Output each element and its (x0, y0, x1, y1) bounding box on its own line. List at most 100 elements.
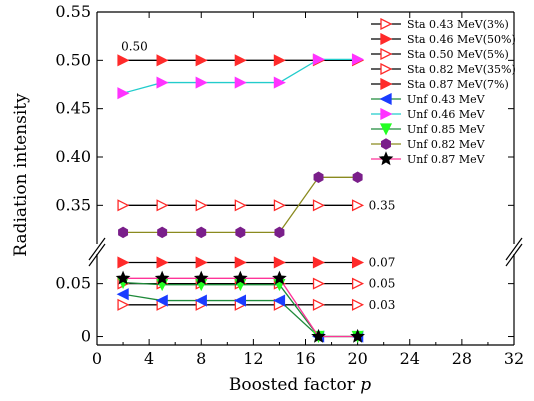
legend-item-sta-0-82-mev-35: Sta 0.82 MeV(35%) (371, 62, 516, 76)
point-sta-0-87-mev-7 (273, 256, 286, 269)
x-tick-label: 24 (400, 349, 420, 368)
point-sta-0-87-mev-7 (156, 256, 169, 269)
point-unf-0-46-mev (234, 76, 247, 89)
x-axis-title-variable: p (360, 375, 371, 395)
point-unf-0-82-mev (235, 226, 246, 239)
legend-item-unf-0-46-mev: Unf 0.46 MeV (371, 107, 486, 121)
point-sta-0-46-mev-50 (195, 54, 208, 67)
point-sta-0-82-mev-35 (117, 199, 130, 212)
point-unf-0-82-mev (313, 171, 324, 184)
x-tick-label: 8 (196, 349, 206, 368)
series-unf-0-87-mev (115, 270, 365, 343)
point-sta-0-46-mev-50 (117, 54, 130, 67)
legend-item-sta-0-46-mev-50: Sta 0.46 MeV(50%) (371, 32, 516, 46)
legend-marker-sta-0-82-mev-35 (380, 62, 393, 76)
x-tick-label: 4 (144, 349, 154, 368)
legend-item-unf-0-85-mev: Unf 0.85 MeV (371, 123, 486, 136)
x-tick-label: 12 (243, 349, 263, 368)
series-layer (115, 53, 365, 343)
x-tick-label: 32 (504, 349, 524, 368)
point-unf-0-87-mev (233, 270, 248, 285)
legend-item-unf-0-43-mev: Unf 0.43 MeV (371, 92, 486, 106)
series-sta-0-82-mev-35 (117, 199, 365, 212)
point-sta-0-46-mev-50 (156, 54, 169, 67)
legend-label-sta-0-50-mev-5: Sta 0.50 MeV(5%) (407, 48, 509, 61)
legend-label-sta-0-46-mev-50: Sta 0.46 MeV(50%) (407, 33, 516, 46)
point-sta-0-46-mev-50 (234, 54, 247, 67)
point-sta-0-87-mev-7 (195, 256, 208, 269)
legend-label-unf-0-43-mev: Unf 0.43 MeV (407, 93, 486, 106)
legend-marker-sta-0-87-mev-7 (380, 77, 393, 91)
point-unf-0-87-mev (311, 328, 326, 343)
point-sta-0-50-mev-5 (312, 277, 325, 290)
point-sta-0-82-mev-35 (195, 199, 208, 212)
x-axis-title: Boosted factor p (229, 375, 371, 395)
legend-label-unf-0-87-mev: Unf 0.87 MeV (407, 153, 486, 166)
point-sta-0-43-mev-3 (312, 298, 325, 311)
point-unf-0-82-mev (196, 226, 207, 239)
annotation-label: 0.03 (369, 298, 396, 312)
axis-break-right-2 (505, 243, 523, 267)
legend-marker-sta-0-43-mev-3 (380, 17, 393, 31)
axis-break-left-1 (88, 237, 106, 261)
point-unf-0-46-mev (312, 53, 325, 66)
legend-marker-unf-0-43-mev (379, 92, 392, 106)
point-unf-0-46-mev (273, 76, 286, 89)
point-unf-0-87-mev (115, 270, 131, 285)
point-unf-0-87-mev (193, 270, 209, 285)
y-tick-label: 0.45 (55, 99, 91, 118)
y-tick-label: 0.05 (55, 274, 91, 293)
series-unf-0-82-mev (118, 171, 363, 239)
axes: 0 4 8 12 16 20 24 28 32 0.35 0.40 0.45 0.50 0.55 0 0.05 (55, 2, 524, 368)
point-unf-0-43-mev (233, 294, 246, 307)
y-tick-label: 0.40 (55, 147, 91, 166)
legend-label-unf-0-85-mev: Unf 0.85 MeV (407, 123, 486, 136)
legend-marker-sta-0-46-mev-50 (380, 32, 393, 46)
x-axis-title-text: Boosted factor (229, 375, 360, 395)
legend-item-unf-0-82-mev: Unf 0.82 MeV (371, 138, 486, 151)
legend-label-sta-0-43-mev-3: Sta 0.43 MeV(3%) (407, 18, 509, 31)
point-sta-0-87-mev-7 (117, 256, 130, 269)
legend-item-sta-0-50-mev-5: Sta 0.50 MeV(5%) (371, 47, 509, 61)
point-sta-0-50-mev-5 (351, 277, 365, 290)
annotation-label: 0.35 (369, 198, 396, 212)
y-tick-label: 0 (81, 327, 91, 346)
point-unf-0-87-mev (272, 270, 287, 285)
legend-item-unf-0-87-mev: Unf 0.87 MeV (371, 151, 486, 166)
point-sta-0-46-mev-50 (273, 54, 286, 67)
point-sta-0-82-mev-35 (351, 199, 365, 212)
point-unf-0-43-mev (194, 294, 207, 307)
x-tick-label: 20 (347, 349, 367, 368)
legend-item-sta-0-87-mev-7: Sta 0.87 MeV(7%) (371, 77, 509, 91)
legend-marker-unf-0-82-mev (381, 138, 391, 150)
legend-marker-sta-0-50-mev-5 (380, 47, 393, 61)
point-sta-0-82-mev-35 (234, 199, 247, 212)
point-unf-0-43-mev (155, 294, 168, 307)
point-sta-0-87-mev-7 (234, 256, 247, 269)
x-tick-label: 28 (452, 349, 472, 368)
series-sta-0-87-mev-7 (117, 256, 365, 269)
point-unf-0-87-mev (154, 270, 170, 285)
series-unf-0-85-mev (117, 276, 364, 343)
point-unf-0-82-mev (157, 226, 168, 239)
plot-frame (88, 11, 523, 346)
x-tick-label: 16 (295, 349, 315, 368)
legend: Sta 0.43 MeV(3%) Sta 0.46 MeV(50%) Sta 0.5… (371, 17, 516, 166)
legend-item-sta-0-43-mev-3: Sta 0.43 MeV(3%) (371, 17, 509, 31)
point-unf-0-82-mev (274, 226, 285, 239)
legend-label-unf-0-46-mev: Unf 0.46 MeV (407, 108, 486, 121)
point-unf-0-46-mev (351, 53, 365, 66)
axis-break-right-1 (505, 237, 523, 261)
point-sta-0-82-mev-35 (312, 199, 325, 212)
point-unf-0-46-mev (195, 76, 208, 89)
y-tick-label: 0.50 (55, 50, 91, 69)
point-unf-0-87-mev (350, 328, 365, 343)
legend-marker-unf-0-46-mev (380, 107, 393, 121)
y-tick-label: 0.35 (55, 195, 91, 214)
point-sta-0-87-mev-7 (312, 256, 325, 269)
point-unf-0-43-mev (116, 288, 129, 301)
annotation-label: 0.07 (369, 255, 396, 269)
annotations: 0.50 0.35 0.07 0.05 0.03 (121, 39, 395, 311)
